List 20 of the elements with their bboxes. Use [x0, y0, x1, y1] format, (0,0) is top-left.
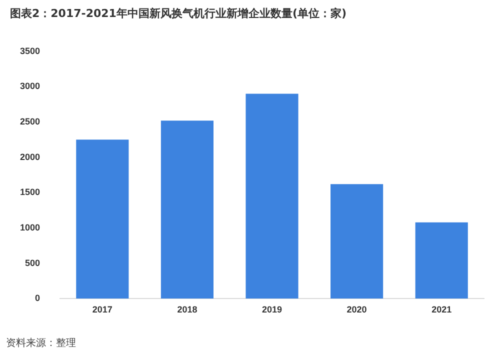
x-tick-label: 2020 [346, 304, 367, 314]
x-tick-label: 2018 [177, 304, 198, 314]
y-tick-label: 3000 [20, 81, 40, 92]
x-tick-label: 2019 [262, 304, 282, 314]
x-tick-label: 2017 [92, 304, 112, 314]
y-tick-label: 2500 [20, 116, 40, 127]
chart-title: 图表2：2017-2021年中国新风换气机行业新增企业数量(单位：家) [10, 6, 347, 21]
y-tick-label: 500 [24, 258, 40, 268]
x-tick-label: 2021 [432, 304, 452, 314]
bar [246, 94, 298, 299]
y-tick-label: 1000 [20, 222, 40, 232]
y-tick-label: 2000 [20, 152, 40, 162]
bar [160, 120, 214, 299]
y-tick-label: 0 [35, 293, 40, 304]
bar [330, 184, 384, 299]
bar [415, 222, 468, 299]
y-tick-label: 1500 [20, 187, 40, 198]
y-tick-label: 3500 [20, 46, 40, 56]
bar [76, 140, 129, 299]
text: 资料来源：整理 [6, 336, 76, 350]
